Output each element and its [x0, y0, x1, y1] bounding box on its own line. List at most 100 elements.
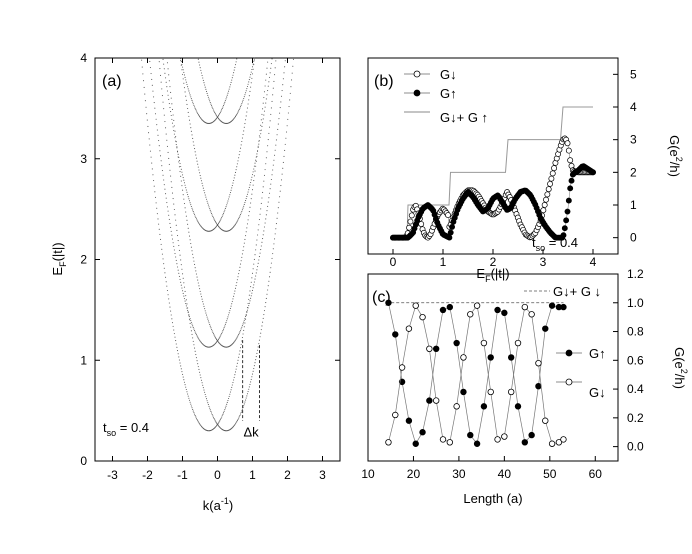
band-point	[250, 202, 252, 204]
band-point	[229, 310, 231, 312]
band-point	[173, 125, 175, 127]
band-point	[190, 205, 192, 208]
band-point	[212, 217, 214, 219]
band-6	[180, 58, 273, 232]
series-total-line	[393, 106, 593, 239]
band-point	[171, 108, 174, 110]
band-point	[236, 166, 238, 168]
x-tick-label: 1	[249, 468, 256, 482]
band-point	[224, 323, 226, 325]
band-point	[258, 256, 260, 258]
band-point	[231, 77, 233, 79]
band-point	[197, 420, 199, 422]
band-point	[214, 343, 216, 345]
series-c-spin-down	[385, 302, 567, 447]
band-point	[194, 151, 196, 153]
band-point	[267, 89, 269, 92]
band-point	[168, 103, 170, 105]
band-point	[193, 104, 195, 106]
band-point	[256, 352, 258, 355]
band-point	[192, 137, 194, 139]
band-point	[265, 157, 267, 159]
band-point	[221, 415, 223, 417]
band-point	[216, 339, 218, 342]
band-point	[206, 200, 208, 202]
band-point	[209, 209, 211, 211]
band-point	[161, 248, 163, 250]
band-point	[217, 224, 219, 227]
band-point	[216, 341, 218, 343]
band-point	[268, 81, 270, 83]
band-point	[239, 331, 241, 333]
band-point	[141, 66, 143, 68]
band-point	[205, 198, 208, 200]
band-point	[214, 426, 216, 428]
band-point	[217, 341, 220, 343]
band-point	[236, 112, 238, 114]
band-point	[190, 403, 192, 405]
series-c-spin-up-point	[501, 309, 508, 317]
legend-b-1-text: G↓	[440, 67, 457, 82]
band-point	[176, 350, 179, 352]
band-point	[226, 320, 228, 322]
band-point	[260, 332, 262, 334]
band-point	[221, 215, 223, 217]
band-point	[225, 322, 227, 324]
band-point	[235, 169, 237, 171]
band-point	[142, 80, 145, 82]
band-point	[246, 88, 248, 90]
band-point	[146, 119, 148, 121]
band-point	[250, 286, 252, 288]
band-point	[209, 101, 211, 104]
band-point	[280, 101, 282, 103]
band-point	[176, 151, 179, 153]
band-point	[198, 61, 200, 63]
band-point	[145, 106, 147, 108]
band-point	[262, 122, 264, 124]
band-point	[260, 249, 262, 251]
band-point	[161, 165, 163, 167]
band-point	[206, 400, 208, 402]
band-point	[251, 289, 254, 292]
band-point	[273, 243, 275, 245]
band-point	[259, 213, 261, 215]
band-point	[245, 397, 247, 399]
band-point	[256, 266, 259, 268]
band-point	[236, 279, 238, 281]
band-point	[226, 204, 228, 206]
band-point	[249, 206, 251, 208]
band-point	[182, 373, 184, 375]
band-point	[204, 194, 206, 196]
series-c-spin-up-point	[405, 417, 413, 424]
x-tick-label: 10	[361, 467, 375, 481]
band-point	[232, 74, 234, 76]
band-point	[190, 326, 192, 328]
band-point	[222, 212, 225, 214]
band-point	[223, 327, 225, 329]
band-point	[238, 333, 240, 336]
band-point	[272, 248, 274, 250]
band-point	[209, 208, 211, 210]
x-tick-label: 2	[284, 468, 291, 482]
band-point	[279, 196, 281, 198]
series-c-spin-down-point	[535, 359, 542, 367]
band-point	[185, 189, 187, 191]
x-tick-label: 0	[214, 468, 221, 482]
band-point	[251, 77, 253, 79]
band-point	[178, 275, 180, 277]
band-point	[182, 174, 184, 176]
band-point	[182, 376, 184, 378]
series-c-spin-down-point	[432, 397, 440, 404]
band-point	[203, 82, 205, 84]
band-point	[192, 340, 194, 342]
band-point	[267, 145, 269, 147]
band-point	[169, 86, 171, 88]
band-point	[193, 106, 196, 108]
band-point	[250, 71, 252, 73]
series-spin-up-point	[446, 234, 453, 241]
band-point	[229, 194, 231, 196]
band-point	[267, 139, 269, 141]
band-point	[248, 388, 250, 390]
band-point	[186, 219, 188, 221]
band-point	[199, 67, 201, 69]
